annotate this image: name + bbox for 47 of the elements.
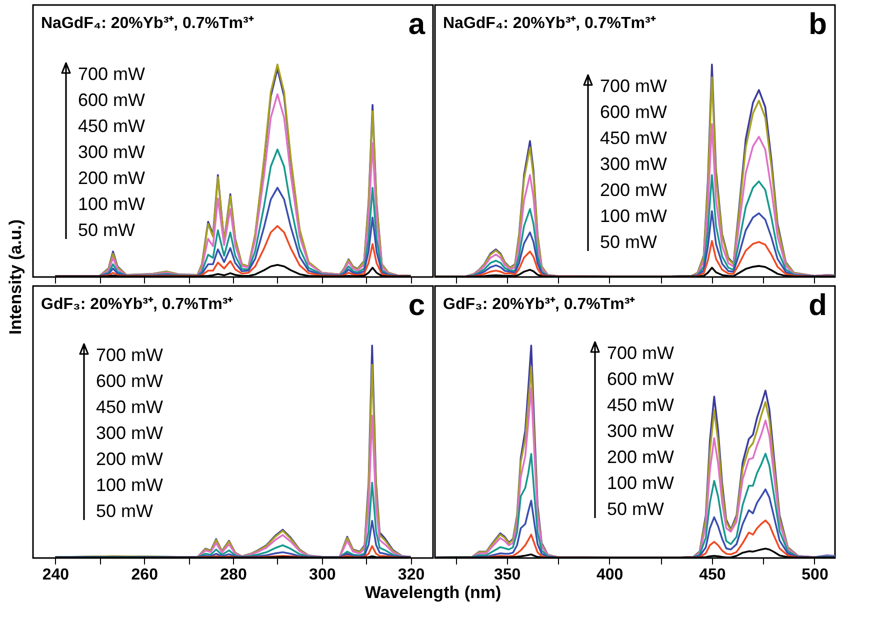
annotation: 300 mW bbox=[78, 142, 146, 162]
annotation: 50 mW bbox=[96, 501, 154, 521]
annotation: 450 mW bbox=[78, 116, 146, 136]
annotation: 100 mW bbox=[78, 194, 146, 214]
text: d bbox=[808, 289, 827, 322]
annotation: 700 mW bbox=[96, 345, 164, 365]
chart-title: GdF₃: 20%Yb³⁺, 0.7%Tm³⁺ bbox=[41, 296, 234, 313]
annotation: 450 mW bbox=[96, 397, 164, 417]
x-tick-label: 240 bbox=[42, 566, 70, 584]
y-axis-title: Intensity (a.u.) bbox=[6, 219, 25, 335]
annotation: 600 mW bbox=[607, 369, 674, 389]
chart-title: NaGdF₄: 20%Yb³⁺, 0.7%Tm³⁺ bbox=[41, 15, 254, 32]
annotation: 100 mW bbox=[96, 475, 164, 495]
annotation: 50 mW bbox=[607, 499, 664, 519]
annotation: 100 mW bbox=[607, 473, 674, 493]
annotation: 700 mW bbox=[607, 343, 674, 363]
annotation: 600 mW bbox=[600, 102, 668, 122]
text: c bbox=[408, 289, 425, 322]
x-tick-label: 350 bbox=[494, 566, 521, 584]
x-tick-label: 300 bbox=[309, 566, 336, 584]
annotation: 300 mW bbox=[600, 154, 668, 174]
annotation: 700 mW bbox=[600, 76, 668, 96]
annotation: 200 mW bbox=[600, 180, 668, 200]
chart-title: NaGdF₄: 20%Yb³⁺, 0.7%Tm³⁺ bbox=[443, 15, 656, 32]
x-tick-label: 260 bbox=[131, 566, 158, 584]
text: b bbox=[808, 8, 827, 41]
annotation: 50 mW bbox=[78, 220, 136, 240]
x-tick-label: 450 bbox=[699, 566, 726, 584]
x-tick-label: 400 bbox=[596, 566, 624, 584]
annotation: 200 mW bbox=[78, 168, 146, 188]
annotation: 50 mW bbox=[600, 232, 658, 252]
x-tick-label: 280 bbox=[220, 566, 247, 584]
annotation: 600 mW bbox=[96, 371, 164, 391]
annotation: 700 mW bbox=[78, 64, 146, 84]
annotation: 100 mW bbox=[600, 206, 668, 226]
annotation: 200 mW bbox=[96, 449, 164, 469]
annotation: 450 mW bbox=[600, 128, 668, 148]
annotation: 450 mW bbox=[607, 395, 674, 415]
x-tick-label: 500 bbox=[802, 566, 828, 584]
text: a bbox=[408, 8, 426, 41]
chart-title: GdF₃: 20%Yb³⁺, 0.7%Tm³⁺ bbox=[443, 296, 636, 313]
x-tick-label: 320 bbox=[398, 566, 425, 584]
x-axis-title: Wavelength (nm) bbox=[364, 583, 502, 602]
annotation: 300 mW bbox=[607, 421, 674, 441]
annotation: 600 mW bbox=[78, 90, 146, 110]
annotation: 300 mW bbox=[96, 423, 164, 443]
annotation: 200 mW bbox=[607, 447, 674, 467]
